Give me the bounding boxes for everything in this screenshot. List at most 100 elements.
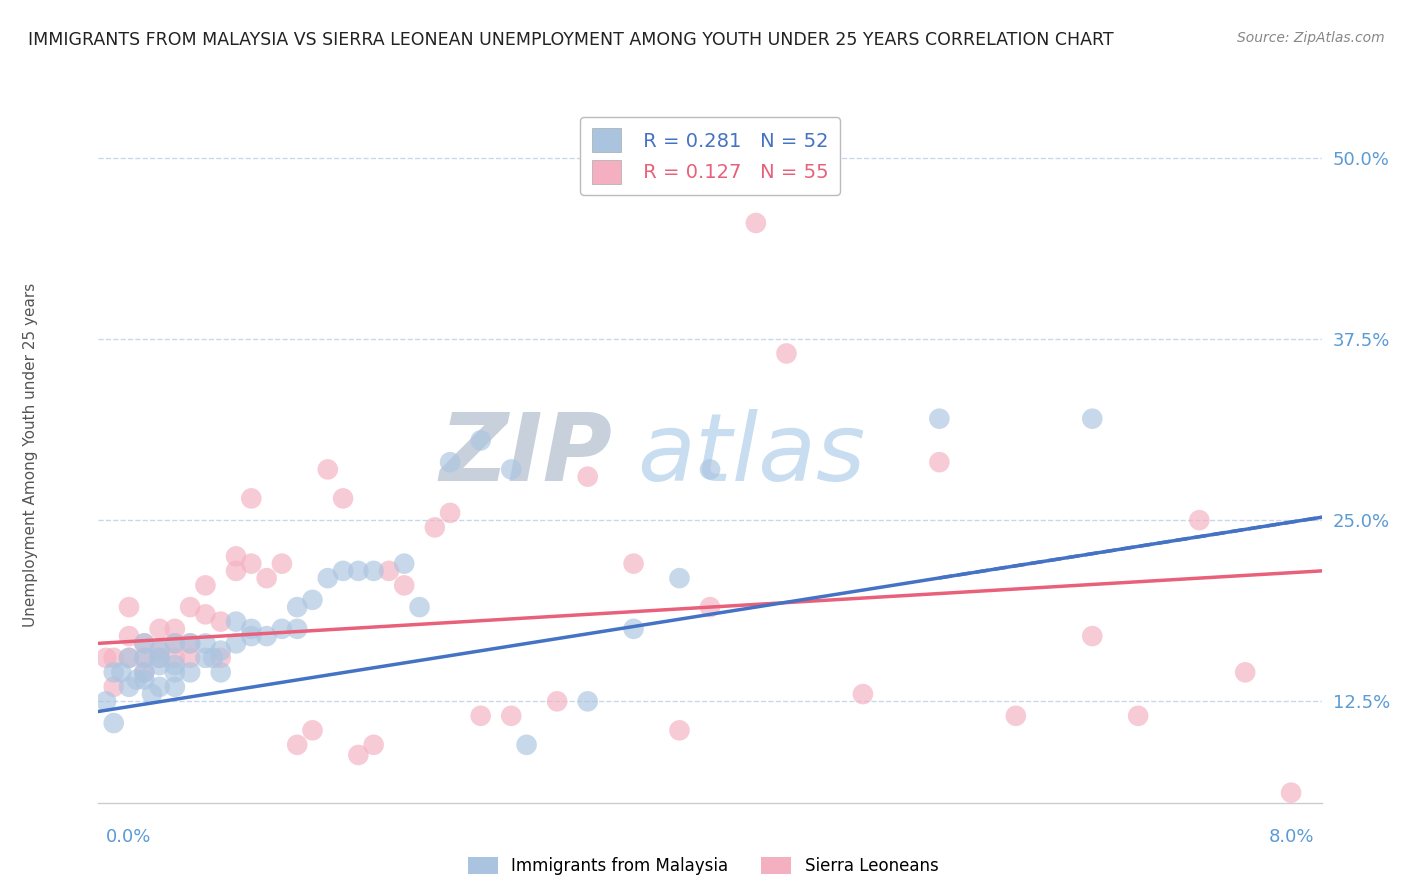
Point: [202, 651, 225, 665]
Point: [194, 578, 217, 592]
Point: [149, 680, 172, 694]
Point: [163, 651, 186, 665]
Point: [316, 462, 339, 476]
Point: [470, 434, 492, 448]
Point: [94, 651, 117, 665]
Point: [194, 607, 217, 622]
Point: [118, 651, 141, 665]
Point: [163, 636, 186, 650]
Point: [1081, 411, 1104, 425]
Point: [270, 557, 294, 571]
Point: [439, 506, 461, 520]
Text: Unemployment Among Youth under 25 years: Unemployment Among Youth under 25 years: [24, 283, 38, 627]
Legend: Immigrants from Malaysia, Sierra Leoneans: Immigrants from Malaysia, Sierra Leonean…: [468, 856, 938, 875]
Point: [1234, 665, 1257, 680]
Point: [141, 687, 163, 701]
Point: [110, 665, 132, 680]
Point: [225, 564, 247, 578]
Point: [301, 592, 323, 607]
Text: 0.0%: 0.0%: [105, 828, 150, 846]
Point: [103, 716, 125, 731]
Point: [225, 615, 247, 629]
Point: [316, 571, 339, 585]
Point: [256, 629, 278, 643]
Point: [179, 651, 201, 665]
Point: [118, 680, 141, 694]
Text: IMMIGRANTS FROM MALAYSIA VS SIERRA LEONEAN UNEMPLOYMENT AMONG YOUTH UNDER 25 YEA: IMMIGRANTS FROM MALAYSIA VS SIERRA LEONE…: [28, 31, 1114, 49]
Point: [347, 564, 370, 578]
Point: [699, 600, 721, 615]
Point: [423, 520, 446, 534]
Point: [668, 723, 690, 738]
Point: [103, 651, 125, 665]
Text: atlas: atlas: [637, 409, 865, 500]
Point: [285, 738, 308, 752]
Point: [516, 738, 538, 752]
Point: [285, 622, 308, 636]
Point: [852, 687, 875, 701]
Point: [623, 622, 645, 636]
Point: [699, 462, 721, 476]
Text: 8.0%: 8.0%: [1270, 828, 1315, 846]
Point: [134, 665, 156, 680]
Point: [179, 600, 201, 615]
Point: [163, 680, 186, 694]
Point: [501, 462, 523, 476]
Point: [118, 600, 141, 615]
Point: [225, 636, 247, 650]
Point: [392, 557, 416, 571]
Point: [363, 564, 385, 578]
Point: [94, 694, 117, 708]
Point: [470, 708, 492, 723]
Point: [134, 665, 156, 680]
Point: [134, 636, 156, 650]
Point: [149, 643, 172, 657]
Point: [546, 694, 568, 708]
Point: [408, 600, 430, 615]
Point: [163, 622, 186, 636]
Point: [332, 491, 354, 506]
Point: [179, 636, 201, 650]
Point: [149, 658, 172, 673]
Point: [332, 564, 354, 578]
Point: [240, 629, 263, 643]
Point: [209, 615, 232, 629]
Point: [928, 411, 950, 425]
Point: [623, 557, 645, 571]
Point: [301, 723, 323, 738]
Point: [134, 651, 156, 665]
Point: [668, 571, 690, 585]
Point: [225, 549, 247, 564]
Point: [194, 651, 217, 665]
Point: [1081, 629, 1104, 643]
Point: [928, 455, 950, 469]
Point: [103, 665, 125, 680]
Point: [149, 651, 172, 665]
Point: [501, 708, 523, 723]
Point: [745, 216, 768, 230]
Text: Source: ZipAtlas.com: Source: ZipAtlas.com: [1237, 31, 1385, 45]
Point: [1004, 708, 1026, 723]
Point: [209, 643, 232, 657]
Point: [240, 491, 263, 506]
Point: [363, 738, 385, 752]
Point: [163, 665, 186, 680]
Point: [103, 680, 125, 694]
Point: [285, 600, 308, 615]
Point: [240, 557, 263, 571]
Point: [149, 651, 172, 665]
Point: [576, 694, 599, 708]
Point: [1188, 513, 1211, 527]
Point: [1128, 708, 1150, 723]
Point: [1279, 786, 1302, 800]
Point: [240, 622, 263, 636]
Text: ZIP: ZIP: [439, 409, 612, 501]
Point: [439, 455, 461, 469]
Point: [118, 651, 141, 665]
Point: [392, 578, 416, 592]
Point: [134, 636, 156, 650]
Point: [179, 665, 201, 680]
Point: [775, 346, 797, 360]
Point: [209, 651, 232, 665]
Point: [163, 636, 186, 650]
